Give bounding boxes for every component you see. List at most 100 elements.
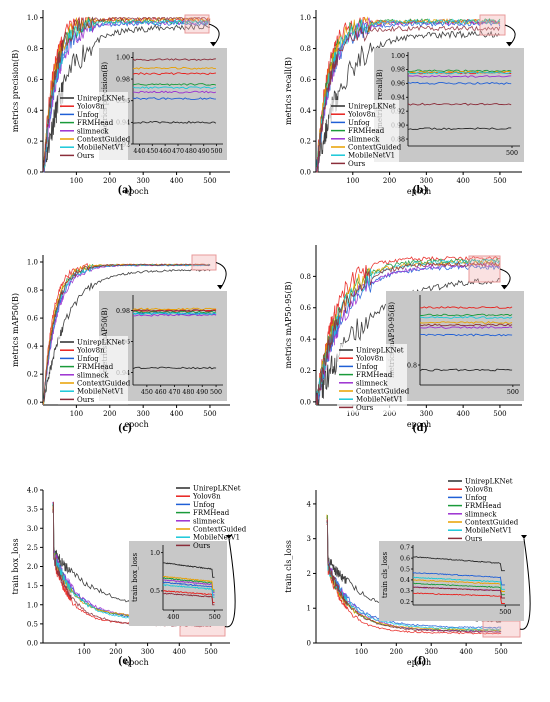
- y-tick-label: 0: [307, 640, 311, 648]
- legend-label: UnirepLKNet: [348, 103, 396, 111]
- legend: UnirepLKNetYolov8nUnfogFRMHeadslimneckCo…: [448, 478, 519, 543]
- legend-label: Yolov8n: [192, 493, 221, 501]
- panel-caption: (e): [118, 653, 131, 667]
- y-tick-label: 0.2: [27, 138, 38, 146]
- legend-label: slimneck: [348, 135, 380, 143]
- inset-series-line-FRMHead: [413, 582, 505, 596]
- x-tick-label: 500: [493, 410, 506, 418]
- inset-y-tick-label: 0.98: [391, 67, 405, 74]
- legend-label: Ours: [77, 396, 95, 404]
- legend-label: Unfog: [465, 494, 487, 502]
- zoom-arrow: [499, 268, 511, 290]
- x-tick-label: 300: [425, 648, 438, 656]
- chart-panel-2: 0.0 0.2 0.4 0.6 0.8 1.0 100 200 300 400 500 epoch me…: [11, 254, 230, 434]
- x-tick-label: 500: [203, 410, 216, 418]
- inset-x-tick-label: 490: [198, 148, 210, 155]
- chart-panel-4: 0.0 0.5 1.0 1.5 2.0 2.5 3.0 3.5 4.0 100 200 300 400 5…: [11, 485, 247, 668]
- inset-series-line-Ours: [412, 586, 505, 599]
- panel-caption: (c): [118, 420, 131, 434]
- x-tick-label: 400: [459, 648, 472, 656]
- x-tick-label: 400: [173, 648, 186, 656]
- legend-label: Unfog: [77, 355, 99, 363]
- legend-label: Unfog: [348, 119, 370, 127]
- inset-series-line-MobileNetV1: [132, 86, 216, 90]
- inset-x-tick-label: 460: [155, 389, 167, 396]
- x-tick-label: 400: [456, 410, 469, 418]
- y-tick-label: 0.8: [27, 45, 38, 53]
- inset-series-line-Yolov8n: [162, 589, 215, 603]
- y-tick-label: 0.8: [27, 287, 38, 295]
- inset-y-tick-label: 0.94: [391, 95, 405, 102]
- y-tick-label: 3: [307, 535, 311, 543]
- legend: UnirepLKNetYolov8nUnfogFRMHeadslimneckCo…: [337, 344, 410, 413]
- series-line-UnirepLKNet: [42, 269, 211, 406]
- arrow-head: [521, 535, 527, 539]
- legend: UnirepLKNetYolov8nUnfogFRMHeadslimneckCo…: [58, 336, 131, 405]
- legend-label: MobileNetV1: [193, 534, 240, 542]
- x-axis-label: epoch: [407, 658, 431, 667]
- chart-panel-3: 0.0 0.2 0.4 0.6 0.8 100 200 300 400 500 epoch metri…: [284, 245, 524, 434]
- legend-label: ContextGuided: [193, 526, 247, 534]
- series-line-UnirepLKNet: [316, 277, 500, 406]
- legend-box: [58, 336, 128, 405]
- inset-panel: 0.8 500 metrics mAP50-95(B): [386, 291, 524, 401]
- y-tick-label: 1.0: [27, 14, 38, 22]
- legend-label: slimneck: [465, 510, 497, 518]
- y-tick-label: 2.0: [27, 563, 38, 571]
- inset-series-line-FRMHead: [420, 313, 513, 317]
- legend-label: Yolov8n: [76, 347, 105, 355]
- arrow-head: [501, 285, 507, 289]
- inset-y-tick-label: 0.7: [400, 544, 410, 551]
- inset-y-axis-label: train cls_loss: [381, 552, 389, 599]
- y-tick-label: 0.0: [27, 640, 38, 648]
- x-tick-label: 200: [383, 177, 396, 185]
- series-line-Ours: [316, 24, 501, 173]
- x-tick-label: 200: [103, 177, 116, 185]
- y-axis-label: metrics recall(B): [284, 57, 293, 125]
- inset-series-line-Ours: [132, 309, 217, 312]
- legend-label: ContextGuided: [77, 136, 131, 144]
- inset-y-tick-label: 0.5: [150, 588, 160, 595]
- zoom-arrow: [224, 538, 236, 628]
- x-tick-label: 200: [390, 648, 403, 656]
- legend-label: FRMHead: [465, 502, 502, 510]
- legend-box: [329, 100, 399, 169]
- panel-caption: (b): [413, 182, 428, 196]
- legend-label: Ours: [77, 152, 95, 160]
- chart-panel-0: 0.0 0.2 0.4 0.6 0.8 1.0 100 200 300 400 500 epoch me…: [11, 10, 230, 196]
- inset-panel: 0.5 1.0 400 500 train box_loss: [129, 541, 227, 626]
- inset-series-line-slimneck: [132, 90, 217, 94]
- series-line-FRMHead: [316, 18, 501, 169]
- y-tick-label: 0.2: [27, 371, 38, 379]
- legend-label: Yolov8n: [76, 103, 105, 111]
- inset-series-line-Ours: [162, 592, 215, 606]
- legend-label: MobileNetV1: [77, 144, 124, 152]
- inset-series-line-UnirepLKNet: [162, 562, 215, 578]
- inset-y-tick-label: 0.5: [400, 566, 410, 573]
- y-tick-label: 0.4: [300, 336, 312, 344]
- legend-label: UnirepLKNet: [193, 485, 241, 493]
- inset-x-tick-label: 500: [506, 150, 518, 157]
- series-line-Ours: [326, 519, 502, 633]
- inset-series-line-slimneck: [132, 313, 217, 317]
- legend-label: UnirepLKNet: [465, 478, 513, 486]
- zoom-region: [184, 14, 210, 34]
- inset-series-line-ContextGuided: [132, 307, 217, 311]
- inset-series-line-MobileNetV1: [407, 71, 512, 75]
- inset-series-line-Unfog: [412, 572, 505, 586]
- legend-label: UnirepLKNet: [356, 347, 404, 355]
- inset-series-line-FRMHead: [132, 83, 217, 86]
- series-line-Ours: [316, 261, 501, 406]
- zoom-arrow: [504, 24, 516, 47]
- x-axis-label: epoch: [124, 658, 148, 667]
- inset-background: [386, 291, 524, 401]
- inset-series-line-ContextGuided: [163, 575, 215, 590]
- legend-box: [337, 344, 407, 413]
- y-tick-label: 0.0: [300, 398, 311, 406]
- legend-label: Ours: [348, 160, 366, 168]
- x-axis-label: epoch: [124, 420, 148, 429]
- inset-series-line-MobileNetV1: [163, 584, 215, 598]
- legend-label: slimneck: [356, 379, 388, 387]
- y-axis-label: metrics mAP50(B): [11, 293, 20, 367]
- x-tick-label: 500: [203, 177, 216, 185]
